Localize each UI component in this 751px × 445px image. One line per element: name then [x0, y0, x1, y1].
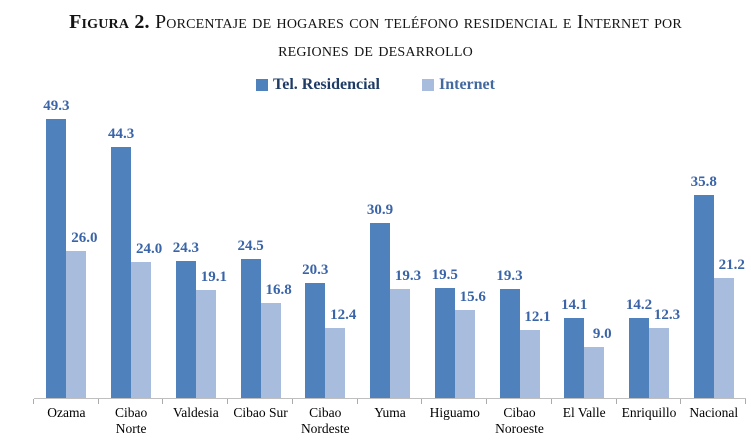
- value-label: 14.2: [625, 296, 653, 313]
- axis-tick: [356, 399, 358, 404]
- bar-internet: 16.8: [260, 282, 292, 398]
- bar-tel: 19.3: [496, 268, 523, 398]
- legend-label-internet: Internet: [438, 76, 495, 93]
- x-axis-labels: Ozama Cibao Norte Valdesia Cibao Sur Cibao N…: [34, 405, 746, 437]
- bar-internet: 24.0: [131, 241, 162, 398]
- legend-swatch-internet: [421, 79, 434, 91]
- value-label: 49.3: [43, 97, 70, 114]
- bar-internet: 15.6: [454, 289, 486, 398]
- axis-tick: [227, 399, 229, 404]
- bar-group: 20.3 12.4: [293, 98, 358, 398]
- x-axis-label: Cibao Noroeste: [495, 405, 544, 436]
- bar-tel: 24.3: [173, 240, 199, 398]
- legend-swatch-tel: [256, 79, 269, 91]
- bar-tel: 30.9: [367, 202, 393, 398]
- value-label: 19.1: [200, 268, 227, 285]
- bar-tel: 14.2: [626, 297, 652, 398]
- bar-tel: 35.8: [691, 174, 717, 398]
- value-label: 15.6: [459, 288, 486, 305]
- legend-item-internet: Internet: [421, 76, 495, 93]
- value-label: 44.3: [107, 126, 135, 143]
- axis-tick: [162, 399, 164, 404]
- bar-group: 30.9 19.3: [358, 98, 423, 398]
- bar-group: 44.3 24.0: [99, 98, 164, 398]
- title-line-1: Porcentaje de hogares con teléfono resid…: [149, 11, 682, 33]
- value-label: 19.3: [496, 267, 523, 284]
- axis-tick: [421, 399, 423, 404]
- bar-internet: 12.3: [648, 307, 680, 398]
- bar-group: 19.3 12.1: [487, 98, 552, 398]
- bar-internet: 12.1: [519, 309, 551, 398]
- value-label: 30.9: [366, 202, 394, 219]
- value-label: 12.3: [653, 307, 681, 324]
- bar-tel: 20.3: [302, 262, 328, 398]
- bar-tel: 44.3: [108, 126, 134, 398]
- bar-group: 14.2 12.3: [617, 98, 682, 398]
- x-axis-label: Cibao Norte: [114, 405, 148, 436]
- legend-item-tel: Tel. Residencial: [256, 77, 380, 93]
- x-axis-label: Yuma: [374, 405, 406, 420]
- bar-internet: 9.0: [584, 326, 612, 398]
- figure-number: Figura 2.: [69, 11, 150, 33]
- axis-tick: [680, 399, 682, 404]
- x-axis-label: Ozama: [47, 405, 86, 420]
- legend-label-tel: Tel. Residencial: [273, 76, 380, 93]
- bar-internet: 21.2: [713, 257, 745, 398]
- axis-tick: [615, 399, 617, 404]
- value-label: 35.8: [690, 174, 717, 191]
- bar-internet: 12.4: [325, 307, 356, 398]
- value-label: 12.4: [330, 306, 357, 323]
- bar-tel: 24.5: [237, 238, 264, 398]
- bar-tel: 19.5: [432, 267, 458, 398]
- figure-title: Figura 2. Porcentaje de hogares con telé…: [0, 0, 751, 64]
- bar-group: 19.5 15.6: [422, 98, 487, 398]
- legend: Tel. Residencial Internet: [0, 76, 751, 94]
- value-label: 19.3: [394, 267, 422, 284]
- bar-group: 35.8 21.2: [681, 98, 746, 398]
- value-label: 24.0: [135, 241, 163, 258]
- x-axis-label: Cibao Sur: [233, 405, 288, 420]
- value-label: 12.1: [524, 308, 551, 325]
- bar-tel: 49.3: [43, 98, 69, 398]
- value-label: 16.8: [265, 281, 292, 298]
- title-line-2: regiones de desarrollo: [278, 39, 473, 61]
- bar-internet: 19.3: [390, 268, 421, 398]
- x-axis-label: Nacional: [689, 405, 739, 420]
- axis-tick: [745, 399, 746, 404]
- x-axis-label: El Valle: [562, 405, 606, 420]
- bar-group: 24.3 19.1: [163, 98, 228, 398]
- bar-internet: 26.0: [66, 230, 97, 398]
- x-axis-label: Cibao Nordeste: [300, 405, 350, 436]
- bar-group: 14.1 9.0: [552, 98, 617, 398]
- bar-internet: 19.1: [195, 269, 227, 398]
- value-label: 20.3: [302, 262, 329, 279]
- bar-tel: 14.1: [561, 297, 587, 398]
- value-label: 14.1: [561, 297, 588, 314]
- axis-tick: [97, 399, 99, 404]
- bar-groups: 49.3 26.0 44.3 24.0 24.3 19.1 24.5 16.8 20.3 12.4…: [33, 98, 746, 404]
- axis-tick: [33, 399, 34, 404]
- value-label: 24.5: [237, 238, 264, 255]
- bar-group: 24.5 16.8: [228, 98, 293, 398]
- bar-group: 49.3 26.0: [34, 98, 99, 398]
- value-label: 9.0: [592, 326, 612, 343]
- value-label: 24.3: [172, 239, 199, 256]
- x-axis-label: Enriquillo: [621, 405, 677, 420]
- x-axis-label: Valdesia: [172, 405, 219, 420]
- value-label: 21.2: [718, 257, 745, 273]
- value-label: 19.5: [431, 266, 458, 283]
- axis-tick: [291, 399, 293, 404]
- axis-tick: [486, 399, 488, 404]
- value-label: 26.0: [71, 229, 98, 246]
- x-axis-label: Higuamo: [429, 405, 480, 420]
- axis-tick: [550, 399, 552, 404]
